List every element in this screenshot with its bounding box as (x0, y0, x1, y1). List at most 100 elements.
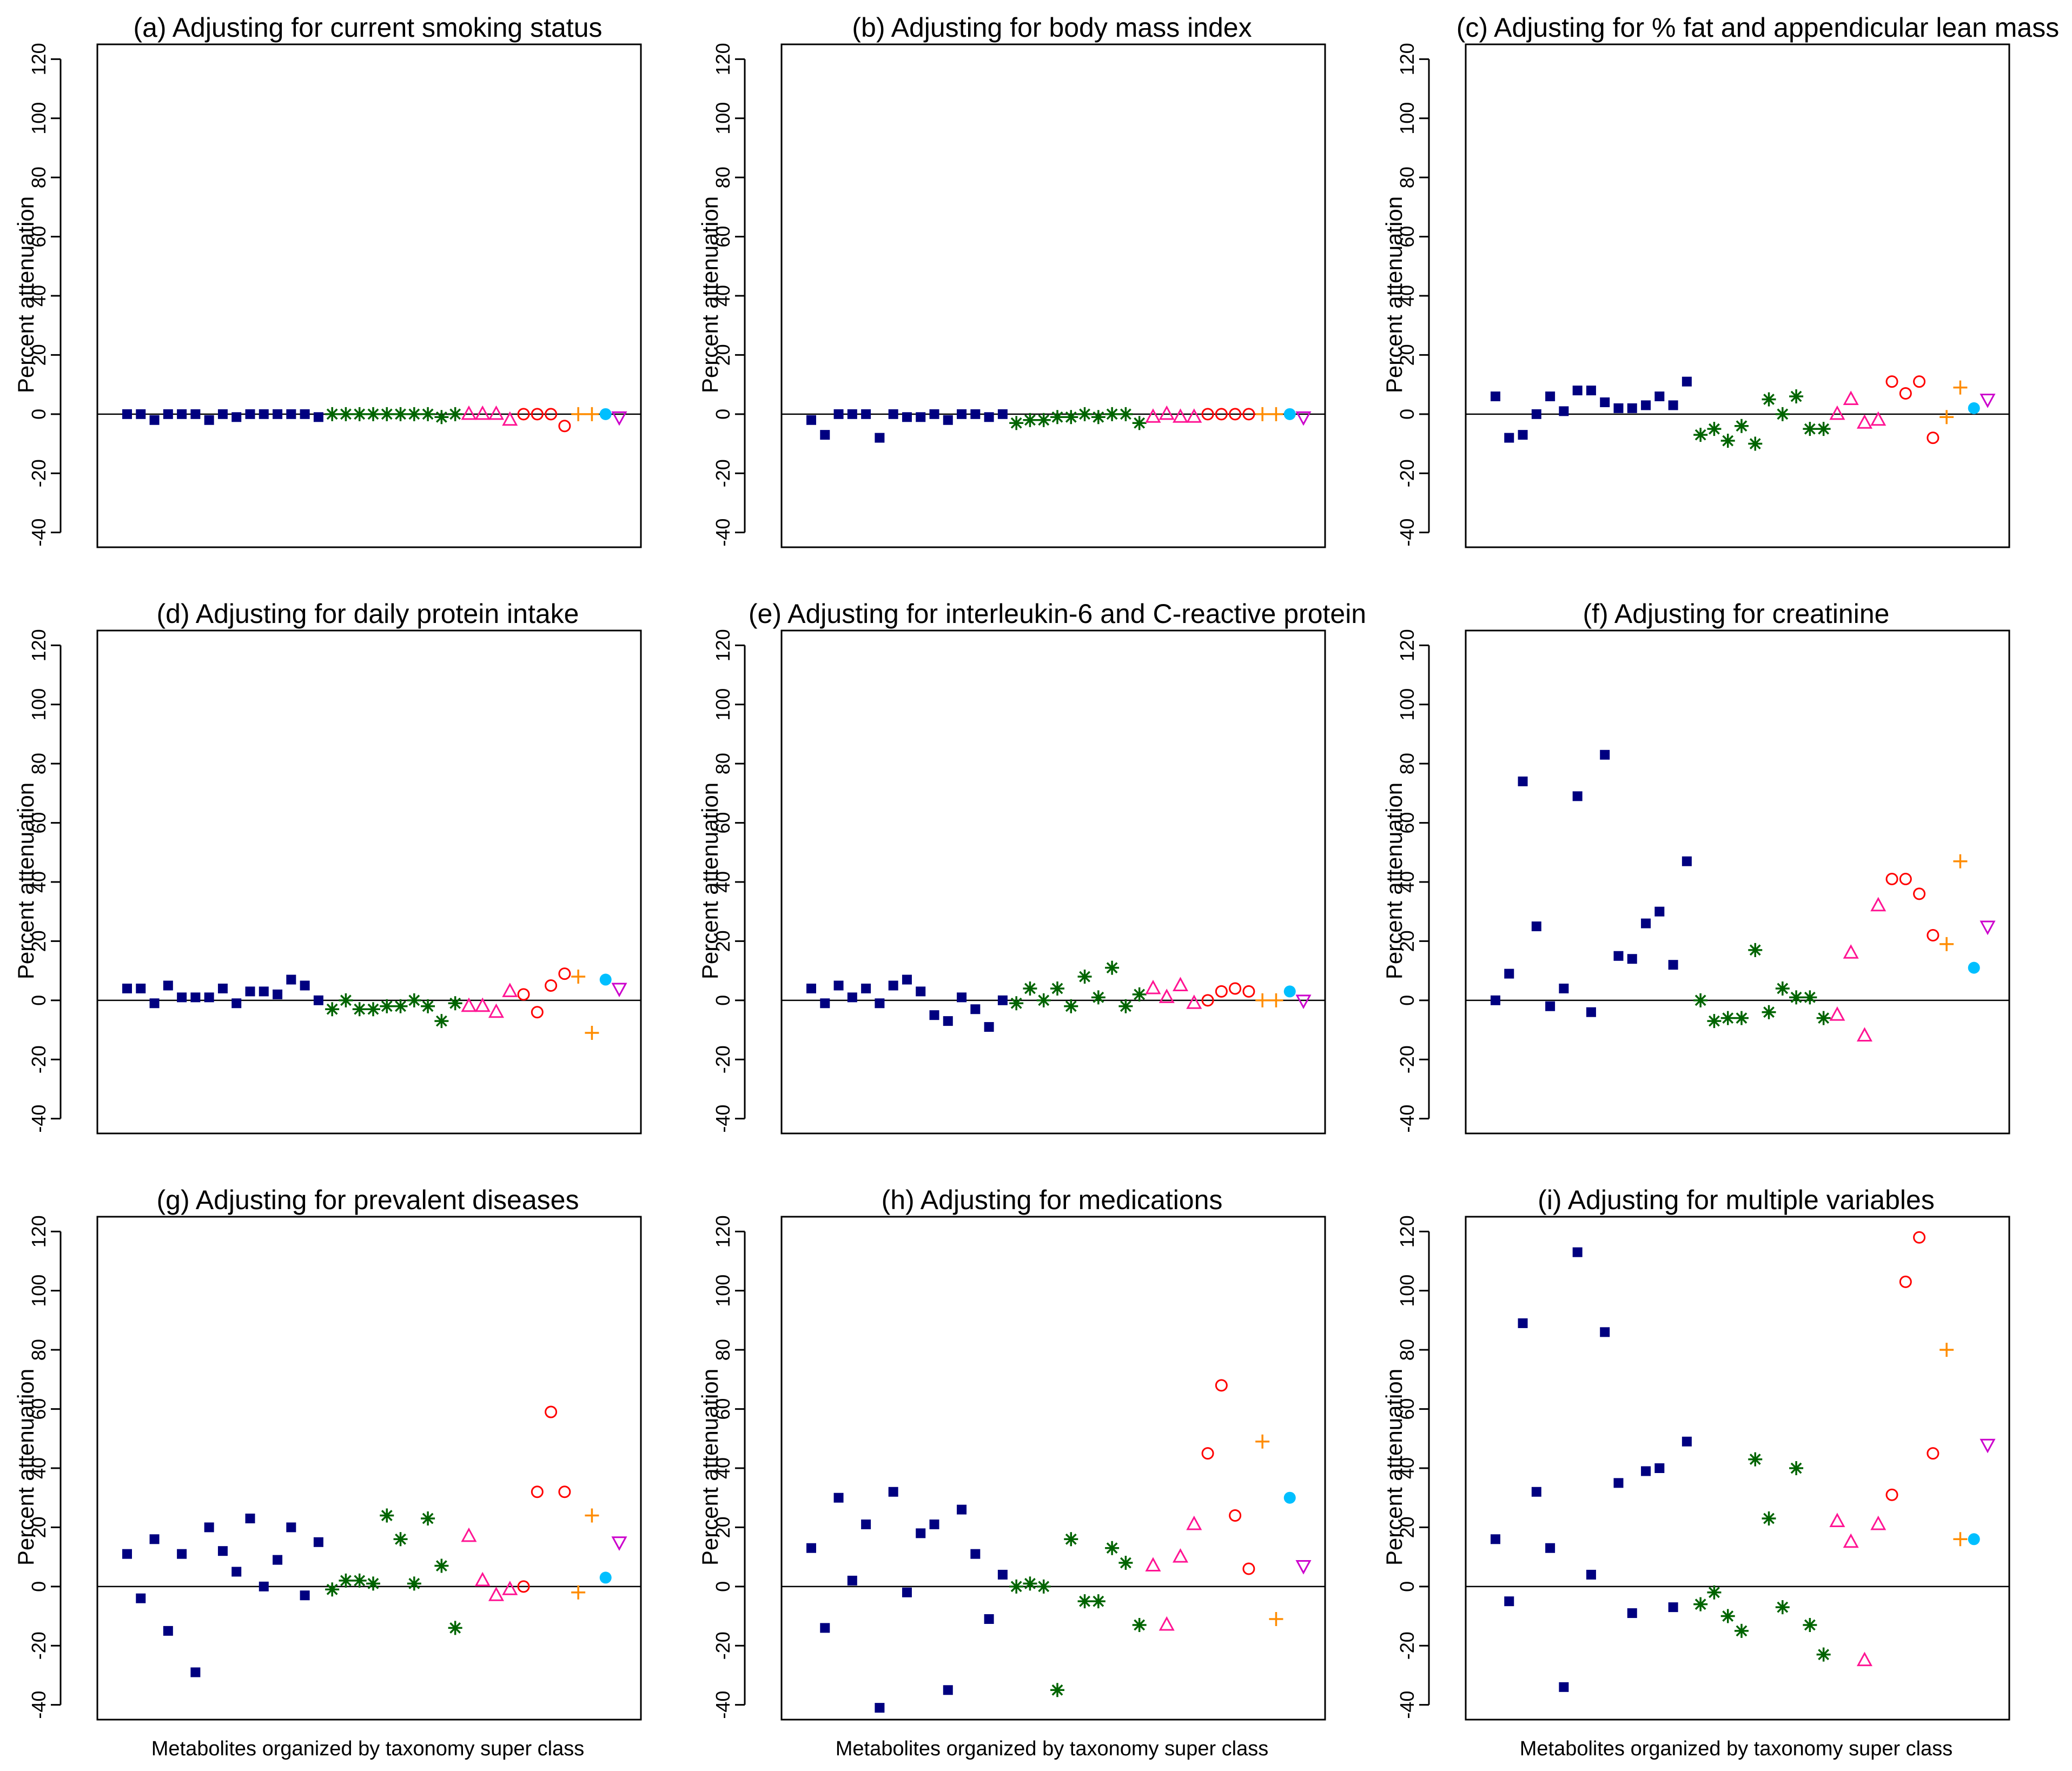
data-point (997, 995, 1008, 1005)
data-point (1641, 1466, 1651, 1476)
data-point (1009, 996, 1024, 1011)
data-point (1816, 422, 1831, 436)
data-point (286, 974, 296, 985)
data-point (325, 407, 340, 421)
data-point (888, 1487, 898, 1497)
data-point (177, 992, 187, 1003)
data-point (434, 410, 449, 424)
y-tick-label: 80 (1396, 1339, 1418, 1361)
data-point (1229, 982, 1242, 995)
data-point (1504, 1596, 1514, 1607)
data-point (1242, 408, 1255, 421)
panel-a: (a) Adjusting for current smoking status… (13, 12, 642, 548)
data-point (611, 1536, 627, 1551)
data-point (1980, 393, 1996, 408)
data-point (1559, 1682, 1569, 1692)
panel-b: (b) Adjusting for body mass index Percen… (697, 12, 1326, 548)
y-tick-label: 40 (28, 1457, 50, 1479)
data-point (1980, 920, 1996, 936)
data-point (1201, 408, 1214, 421)
y-tick-label: 100 (1396, 102, 1418, 135)
data-point (136, 983, 146, 993)
y-axis-label: Percent attenuation (1381, 1369, 1407, 1566)
data-point (366, 407, 380, 421)
y-axis-label: Percent attenuation (13, 196, 38, 393)
y-tick-label: 120 (28, 629, 50, 661)
data-point (1654, 1463, 1665, 1473)
data-point (1829, 405, 1845, 420)
data-point (217, 1546, 228, 1556)
data-point (448, 1621, 462, 1635)
data-point (820, 1623, 830, 1633)
y-tick-label: 100 (28, 1275, 50, 1307)
data-point (984, 412, 994, 422)
data-point (1682, 1436, 1692, 1447)
data-point (1693, 993, 1708, 1007)
plot-frame (780, 1216, 1326, 1721)
data-point (1720, 1011, 1735, 1025)
data-point (1491, 995, 1500, 1005)
data-point (1105, 1541, 1120, 1555)
data-point (1843, 1533, 1859, 1548)
data-point (1295, 994, 1312, 1009)
data-point (1283, 408, 1296, 420)
data-point (1775, 407, 1790, 421)
y-tick-label: 120 (1396, 43, 1418, 75)
y-tick-label: 20 (28, 930, 50, 952)
panel-g: (g) Adjusting for prevalent diseases Per… (13, 1185, 642, 1760)
data-point (1927, 928, 1939, 941)
data-point (1885, 873, 1898, 886)
data-point (1953, 380, 1968, 395)
data-point (997, 1569, 1008, 1580)
y-tick-label: 80 (1396, 753, 1418, 774)
data-point (1283, 985, 1296, 998)
data-point (1748, 1452, 1763, 1467)
x-axis-label: Metabolites organized by taxonomy super … (1520, 1737, 1953, 1760)
data-point (875, 433, 885, 443)
data-point (1803, 422, 1817, 436)
data-point (1118, 999, 1133, 1013)
y-axis-label: Percent attenuation (697, 196, 723, 393)
data-point (393, 1532, 408, 1547)
panel-title: (e) Adjusting for interleukin-6 and C-re… (749, 599, 1366, 629)
data-point (1856, 1651, 1873, 1667)
data-point (149, 998, 160, 1009)
plot-frame (1465, 629, 2010, 1135)
data-point (1939, 1343, 1954, 1357)
data-point (1843, 944, 1859, 959)
data-point (136, 409, 146, 419)
data-point (833, 1493, 844, 1503)
y-tick-label: -20 (712, 1631, 734, 1660)
y-tick-label: 120 (28, 1215, 50, 1248)
data-point (929, 409, 939, 419)
data-point (1077, 1594, 1092, 1609)
data-point (1023, 1576, 1037, 1591)
data-point (1559, 983, 1569, 993)
panel-h: (h) Adjusting for medications Percent at… (697, 1185, 1326, 1760)
data-point (888, 980, 898, 991)
y-tick-label: 0 (1396, 995, 1418, 1006)
y-tick-label: -40 (1396, 1105, 1418, 1133)
data-point (393, 407, 408, 421)
data-point (502, 411, 518, 426)
y-tick-label: -40 (712, 1691, 734, 1719)
data-point (861, 1519, 871, 1529)
data-point (1816, 1647, 1831, 1662)
y-tick-label: -20 (28, 1045, 50, 1073)
data-point (1242, 1562, 1255, 1575)
panel-title: (d) Adjusting for daily protein intake (157, 599, 579, 629)
data-point (1255, 993, 1270, 1007)
y-tick-label: 80 (712, 1339, 734, 1361)
data-point (1816, 1011, 1831, 1025)
data-point (916, 412, 926, 422)
data-point (902, 412, 912, 422)
x-axis-label: Metabolites organized by taxonomy super … (836, 1737, 1269, 1760)
data-point (916, 986, 926, 997)
data-point (177, 409, 187, 419)
data-point (1586, 386, 1596, 396)
data-point (1105, 960, 1120, 975)
y-tick-label: 100 (712, 102, 734, 135)
data-point (177, 1549, 187, 1559)
data-point (1255, 407, 1270, 421)
data-point (1172, 977, 1189, 991)
